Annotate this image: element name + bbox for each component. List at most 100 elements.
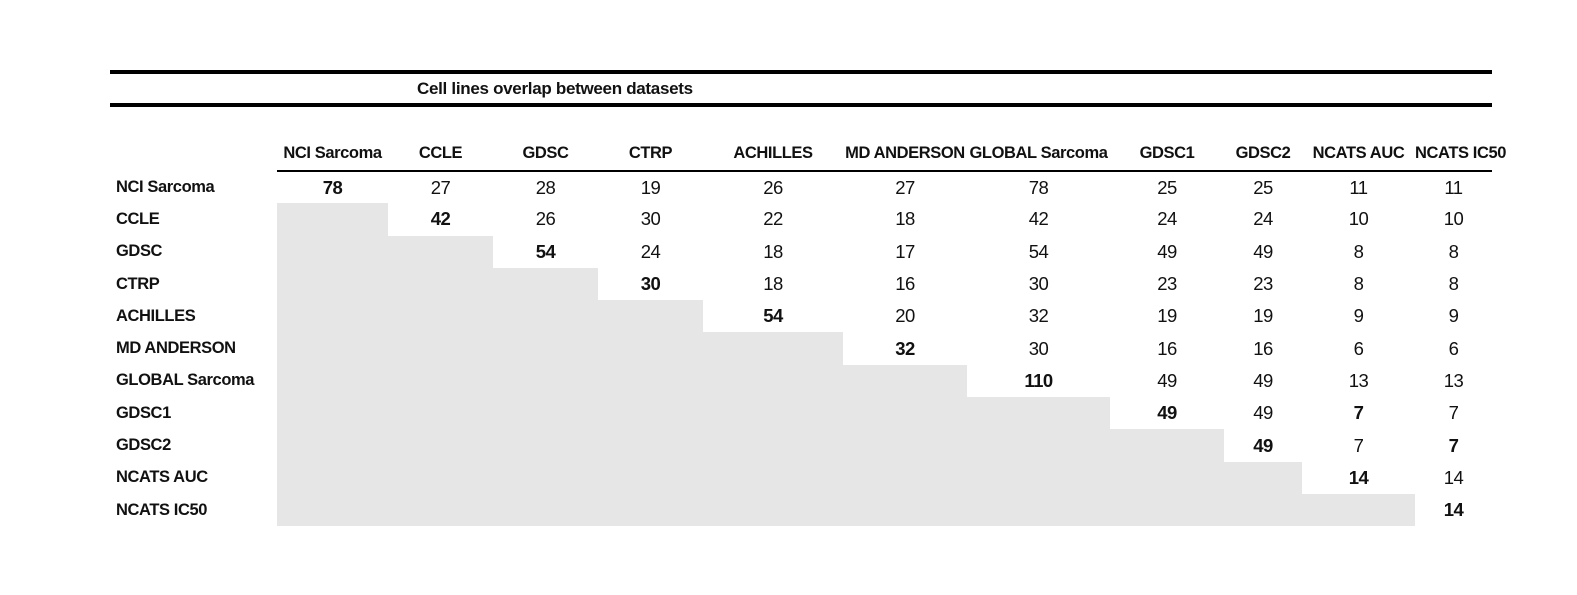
overlap-cell: 30 [1028,273,1049,295]
column-header-row: NCI Sarcoma CCLE GDSC CTRP ACHILLES MD ANDERS… [110,107,1506,172]
shaded-cell [703,493,843,527]
overlap-cell: 10 [1443,208,1464,230]
row-header: CTRP [116,274,160,293]
shaded-cell [388,267,493,301]
overlap-matrix-table: NCI Sarcoma CCLE GDSC CTRP ACHILLES MD ANDERS… [110,107,1506,527]
shaded-cell [277,267,388,301]
row-header: ACHILLES [116,306,196,325]
overlap-cell: 11 [1349,176,1368,198]
shaded-cell [843,397,967,430]
table-row: NCATS AUC 14 14 [110,461,1492,494]
overlap-cell: 42 [430,208,451,230]
shaded-cell [388,493,493,527]
overlap-cell: 7 [1448,434,1459,456]
overlap-cell: 11 [1444,176,1463,198]
column-header: NCI Sarcoma [277,107,388,172]
shaded-cell [703,461,843,494]
overlap-cell: 54 [1028,240,1049,262]
table-row: CCLE 42 26 30 22 18 42 24 24 10 10 [110,203,1492,236]
shaded-cell [388,235,493,268]
overlap-cell: 54 [535,240,556,262]
shaded-cell [843,429,967,462]
column-header: CTRP [598,107,703,172]
overlap-cell: 14 [1443,499,1464,521]
overlap-cell: 10 [1348,208,1369,230]
shaded-cell [703,332,843,365]
shaded-cell [1110,493,1224,527]
overlap-cell: 32 [895,337,915,359]
table-row: MD ANDERSON 32 30 16 16 6 6 [110,332,1492,365]
shaded-cell [1110,461,1224,494]
overlap-cell: 7 [1353,434,1364,456]
column-header: MD ANDERSON [843,107,967,172]
overlap-cell: 24 [1253,208,1273,230]
shaded-cell [703,429,843,462]
column-header: NCATS AUC [1302,107,1415,172]
shaded-cell [967,461,1110,494]
column-header: GDSC2 [1224,107,1302,172]
table-row: CTRP 30 18 16 30 23 23 8 8 [110,267,1492,301]
overlap-cell: 17 [895,240,915,262]
overlap-cell: 8 [1448,273,1459,295]
overlap-cell: 27 [430,176,451,198]
overlap-cell: 6 [1448,337,1459,359]
overlap-cell: 49 [1157,240,1177,262]
overlap-cell: 78 [1028,176,1049,198]
shaded-cell [598,300,703,333]
overlap-cell: 14 [1348,466,1369,488]
overlap-cell: 23 [1157,273,1177,295]
shaded-cell [388,397,493,430]
overlap-cell: 19 [640,176,661,198]
shaded-cell [493,493,598,527]
overlap-cell: 25 [1253,176,1273,198]
overlap-cell: 20 [895,305,915,327]
overlap-cell: 13 [1348,369,1369,391]
shaded-cell [1110,429,1224,462]
shaded-cell [277,332,388,365]
overlap-cell: 22 [763,208,783,230]
top-rule [110,70,1492,74]
overlap-cell: 8 [1353,273,1364,295]
shaded-cell [388,300,493,333]
shaded-cell [598,461,703,494]
shaded-cell [703,397,843,430]
table-row: NCI Sarcoma 78 27 28 19 26 27 78 25 25 11 11 [110,171,1492,203]
overlap-cell: 19 [1157,305,1177,327]
table-row: NCATS IC50 14 [110,493,1492,527]
shaded-cell [1224,493,1302,527]
row-header: GDSC2 [116,436,171,455]
column-header: GLOBAL Sarcoma [967,107,1110,172]
shaded-cell [1224,461,1302,494]
shaded-cell [388,429,493,462]
overlap-cell: 110 [1024,369,1053,391]
overlap-cell: 9 [1448,305,1459,327]
table-title: Cell lines overlap between datasets [417,78,693,98]
overlap-cell: 30 [640,208,661,230]
overlap-cell: 24 [640,240,661,262]
table-row: GLOBAL Sarcoma 110 49 49 13 13 [110,364,1492,398]
overlap-cell: 23 [1253,273,1273,295]
overlap-cell: 49 [1157,369,1177,391]
column-header: ACHILLES [703,107,843,172]
overlap-cell: 28 [535,176,556,198]
table-row: ACHILLES 54 20 32 19 19 9 9 [110,300,1492,333]
shaded-cell [598,332,703,365]
table-row: GDSC1 49 49 7 7 [110,397,1492,430]
shaded-cell [493,364,598,398]
shaded-cell [703,364,843,398]
overlap-cell: 32 [1028,305,1049,327]
table-row: GDSC 54 24 18 17 54 49 49 8 8 [110,235,1492,268]
overlap-cell: 16 [895,273,915,295]
row-header: NCATS AUC [116,468,208,487]
overlap-cell: 42 [1028,208,1049,230]
overlap-cell: 8 [1448,240,1459,262]
shaded-cell [598,429,703,462]
corner-cell [110,107,277,171]
overlap-cell: 6 [1353,337,1364,359]
shaded-cell [277,461,388,494]
shaded-cell [1302,493,1415,527]
shaded-cell [598,493,703,527]
shaded-cell [598,397,703,430]
shaded-cell [843,364,967,398]
overlap-cell: 78 [322,176,343,198]
